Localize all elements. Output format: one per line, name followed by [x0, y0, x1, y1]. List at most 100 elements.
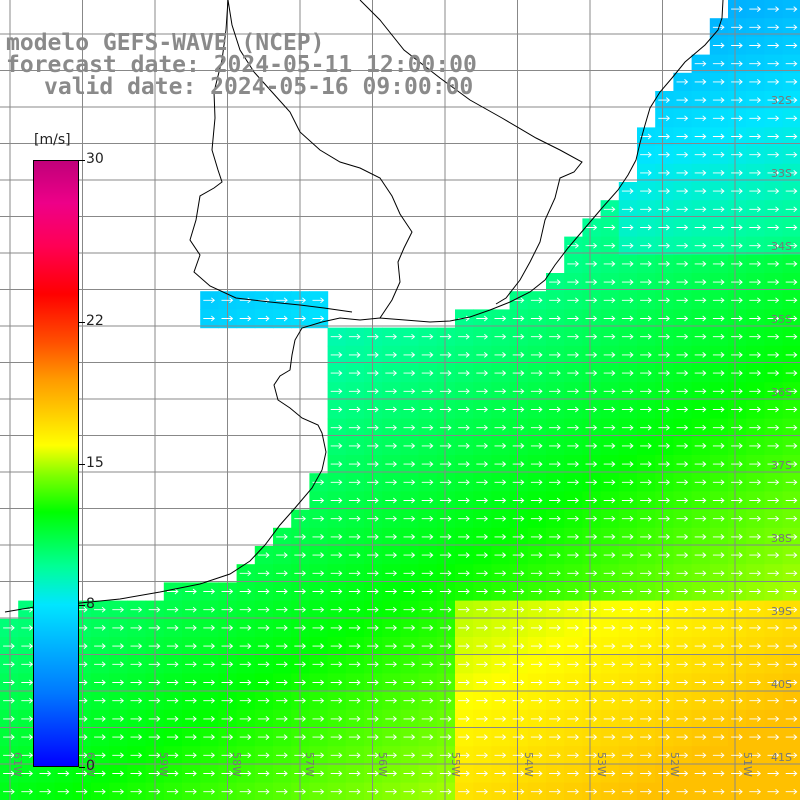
wind-arrow [749, 261, 762, 267]
wind-arrow [567, 333, 580, 340]
wind-arrow [39, 770, 52, 777]
wind-arrow [712, 515, 725, 522]
wind-arrow [785, 697, 798, 704]
wind-arrow [694, 697, 707, 704]
wind-arrow [567, 570, 580, 577]
wind-arrow [476, 552, 489, 558]
wind-arrow [603, 625, 616, 631]
wind-arrow [166, 643, 179, 649]
wind-arrow [785, 461, 798, 467]
wind-arrow [276, 643, 288, 649]
wind-arrow [257, 552, 270, 558]
wind-arrow [549, 734, 561, 740]
wind-arrow [731, 552, 743, 558]
wind-arrow [330, 534, 343, 540]
wind-arrow [512, 552, 525, 558]
wind-arrow [21, 643, 34, 649]
wind-arrow [385, 406, 398, 413]
wind-arrow [785, 261, 798, 267]
wind-arrow [694, 716, 707, 722]
wind-arrow [348, 515, 361, 522]
wind-arrow [785, 297, 798, 304]
wind-arrow [385, 534, 398, 540]
wind-arrow [476, 443, 489, 449]
wind-arrow [640, 406, 652, 413]
wind-arrow [367, 716, 379, 722]
wind-arrow [785, 115, 798, 122]
wind-arrow [658, 443, 671, 449]
wind-arrow [367, 352, 379, 358]
wind-arrow [585, 297, 598, 304]
wind-arrow [749, 424, 762, 431]
wind-arrow [166, 734, 179, 740]
wind-arrow [694, 552, 707, 558]
wind-arrow [658, 679, 671, 686]
wind-arrow [330, 406, 343, 413]
wind-arrow [549, 552, 561, 558]
wind-arrow [439, 643, 452, 649]
wind-arrow [749, 552, 762, 558]
wind-arrow [348, 388, 361, 395]
wind-arrow [130, 788, 143, 795]
wind-arrow [658, 625, 671, 631]
wind-arrow [367, 770, 379, 777]
wind-arrow [257, 570, 270, 577]
wind-arrow [312, 479, 325, 486]
wind-arrow [312, 661, 325, 668]
wind-arrow [403, 352, 416, 358]
wind-arrow [603, 588, 616, 595]
wind-arrow [712, 497, 725, 504]
wind-arrow [458, 370, 470, 376]
wind-arrow [567, 716, 580, 722]
wind-arrow [330, 625, 343, 631]
wind-arrow [494, 679, 507, 686]
wind-arrow [749, 388, 762, 395]
wind-arrow [458, 625, 470, 631]
wind-arrow [512, 625, 525, 631]
wind-arrow [712, 716, 725, 722]
wind-arrow [294, 697, 307, 704]
wind-arrow [603, 279, 616, 285]
wind-arrow [640, 188, 652, 194]
wind-arrow [785, 279, 798, 285]
wind-arrow [658, 261, 671, 267]
wind-arrow [676, 588, 689, 595]
wind-arrow [712, 242, 725, 249]
wind-arrow [585, 333, 598, 340]
wind-arrow [530, 352, 543, 358]
wind-arrow [530, 788, 543, 795]
wind-arrow [530, 570, 543, 577]
wind-arrow [512, 643, 525, 649]
longitude-label: 54W [522, 752, 535, 777]
wind-arrow [731, 279, 743, 285]
wind-arrow [567, 697, 580, 704]
wind-arrow [640, 697, 652, 704]
wind-arrow [294, 625, 307, 631]
wind-arrow [549, 752, 561, 759]
wind-arrow [185, 643, 197, 649]
wind-arrow [676, 443, 689, 449]
wind-arrow [749, 279, 762, 285]
wind-arrow [312, 679, 325, 686]
wind-arrow [694, 279, 707, 285]
wind-arrow [767, 697, 780, 704]
wind-arrow [567, 388, 580, 395]
wind-arrow [640, 515, 652, 522]
wind-arrow [749, 188, 762, 194]
wind-arrow [530, 479, 543, 486]
wind-arrow [221, 606, 234, 613]
longitude-label: 60W [84, 752, 97, 777]
wind-arrow [367, 606, 379, 613]
wind-arrow [348, 570, 361, 577]
wind-arrow [640, 206, 652, 213]
wind-arrow [749, 370, 762, 376]
wind-arrow [385, 443, 398, 449]
wind-arrow [676, 570, 689, 577]
colorbar-tick-label: 15 [86, 454, 104, 471]
wind-arrow [712, 570, 725, 577]
wind-arrow [694, 188, 707, 194]
wind-arrow [603, 242, 616, 249]
wind-arrow [476, 788, 489, 795]
wind-arrow [367, 679, 379, 686]
wind-arrow [731, 60, 743, 67]
